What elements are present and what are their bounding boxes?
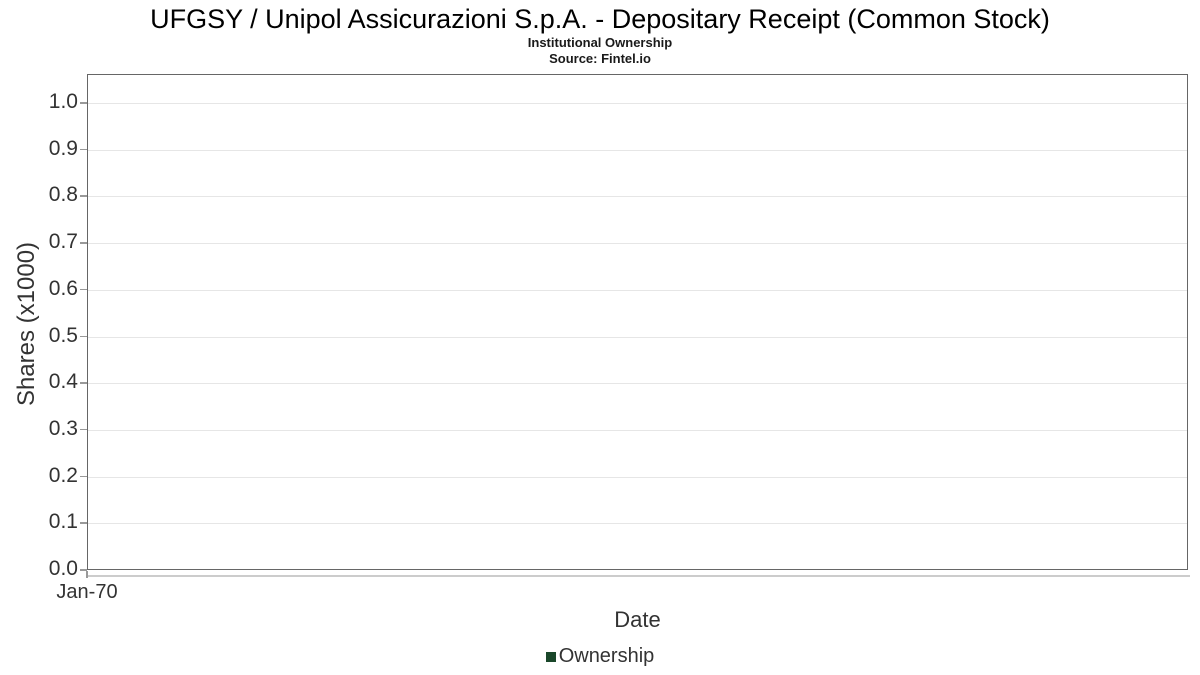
y-gridline: [88, 149, 1187, 151]
y-axis-tick: [80, 195, 87, 197]
x-axis-tick: [86, 571, 88, 578]
y-axis-tick-label: 1.0: [48, 90, 78, 113]
y-axis-tick: [80, 428, 87, 431]
y-axis-tick: [80, 242, 87, 244]
y-gridline: [88, 523, 1187, 525]
y-axis-tick: [80, 148, 87, 151]
y-gridline: [88, 243, 1187, 245]
y-gridline: [88, 476, 1187, 478]
y-axis-tick-label: 0.6: [48, 276, 78, 300]
chart-title: UFGSY / Unipol Assicurazioni S.p.A. - De…: [150, 4, 1050, 34]
x-axis-line: [87, 575, 1190, 577]
y-gridline: [88, 289, 1187, 291]
y-gridline: [88, 383, 1187, 385]
y-axis-tick: [80, 335, 87, 337]
legend-label: Ownership: [558, 645, 655, 667]
y-axis-tick-label: 0.9: [48, 136, 78, 160]
plot-area: [87, 74, 1188, 570]
y-axis-tick-label: 0.3: [48, 416, 78, 440]
y-axis-tick: [80, 569, 87, 571]
chart-subtitle: Institutional Ownership: [527, 35, 673, 50]
legend-item-ownership[interactable]: Ownership: [545, 645, 655, 668]
y-axis-tick-label: 0.7: [48, 230, 78, 254]
chart-source-credit: Source: Fintel.io: [549, 51, 651, 66]
y-axis-tick: [80, 522, 87, 524]
y-axis-tick-label: 0.5: [48, 323, 78, 347]
legend: Ownership: [0, 645, 1200, 668]
y-axis-tick: [80, 382, 87, 384]
y-axis-tick: [80, 475, 87, 478]
y-gridline: [88, 196, 1187, 198]
y-axis-tick-label: 0.0: [48, 557, 78, 580]
y-axis-tick: [80, 288, 87, 291]
y-axis-tick-label: 0.1: [48, 510, 78, 534]
legend-marker-square-icon: [545, 651, 556, 662]
y-axis-tick-label: 0.4: [48, 370, 78, 394]
x-axis-tick-label: Jan-70: [56, 581, 118, 603]
y-axis-tick-label: 0.2: [48, 463, 78, 487]
y-axis-tick-label: 0.8: [48, 183, 78, 207]
y-gridline: [88, 336, 1187, 338]
y-gridline: [88, 429, 1187, 431]
y-axis-tick: [80, 102, 87, 104]
y-gridline: [88, 103, 1187, 104]
x-axis-title: Date: [614, 607, 661, 632]
